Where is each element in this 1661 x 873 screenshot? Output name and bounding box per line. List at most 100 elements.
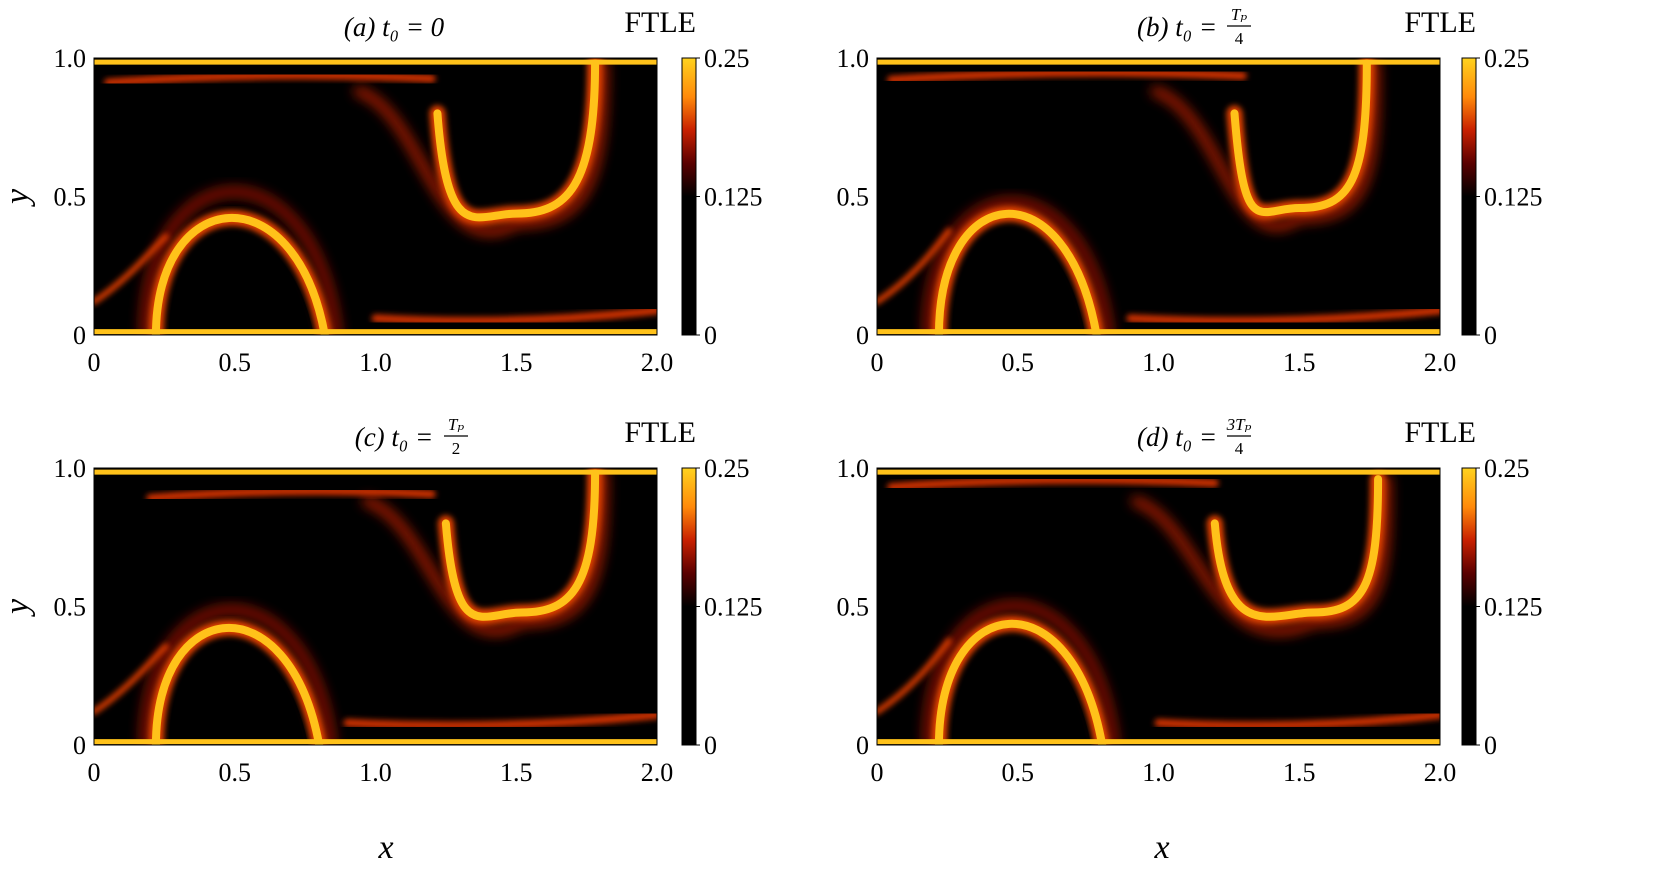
x-tick-label: 0 bbox=[88, 348, 101, 377]
x-tick-label: 1.0 bbox=[1142, 348, 1175, 377]
x-tick-label: 1.0 bbox=[359, 758, 392, 787]
ridge-arch bbox=[934, 209, 1101, 335]
colorbar-tick-label: 0.25 bbox=[704, 454, 750, 483]
y-tick-label: 0.5 bbox=[54, 593, 87, 622]
ridge-arch-tail bbox=[94, 643, 169, 715]
title-fraction-denominator: 4 bbox=[1235, 439, 1244, 458]
x-axis-label-right: x bbox=[1153, 829, 1169, 866]
y-axis-label: y bbox=[0, 188, 36, 207]
panel-b: 0 0.5 1.0 1.5 2.0 0 0.5 1.0 (b) t₀ = Tₚ 4 FTLE 0 0.1… bbox=[837, 5, 1543, 377]
colorbar-tick-label: 0 bbox=[704, 321, 717, 350]
ridge-top-band bbox=[104, 71, 436, 87]
ridge-arch bbox=[151, 214, 329, 335]
ridge-bottom-band bbox=[371, 306, 657, 326]
panel-a: 0 0.5 1.0 1.5 2.0 0 0.5 1.0 y (a) t₀ = 0 FTLE 0 0.12… bbox=[0, 6, 763, 377]
ridge-arch-gap bbox=[951, 641, 1092, 745]
ridge-bowl-halo bbox=[1150, 58, 1380, 231]
colorbar bbox=[681, 467, 697, 746]
colorbar-tick-label: 0.25 bbox=[1484, 44, 1530, 73]
x-tick-label: 2.0 bbox=[641, 348, 674, 377]
x-tick-label: 1.5 bbox=[500, 758, 533, 787]
ftle-field bbox=[94, 58, 657, 335]
colorbar bbox=[1461, 57, 1477, 336]
ridge-arch-gap bbox=[168, 645, 309, 745]
ftle-field bbox=[877, 58, 1440, 335]
y-tick-label: 0 bbox=[856, 731, 869, 760]
x-tick-label: 0 bbox=[871, 758, 884, 787]
x-tick-label: 0.5 bbox=[1002, 348, 1035, 377]
ridge-top-band bbox=[887, 68, 1247, 84]
plot-frame bbox=[93, 467, 658, 746]
plot-frame bbox=[93, 57, 658, 336]
title-fraction-numerator: Tₚ bbox=[1231, 5, 1247, 24]
ridge-bottom-band bbox=[1154, 710, 1440, 730]
y-tick-label: 0.5 bbox=[837, 183, 870, 212]
panel-title: (c) t₀ = bbox=[355, 422, 434, 452]
title-fraction-numerator: Tₚ bbox=[448, 415, 464, 434]
ridge-bowl-halo bbox=[362, 468, 609, 636]
colorbar-title: FTLE bbox=[624, 416, 696, 449]
colorbar-tick-label: 0 bbox=[704, 731, 717, 760]
ridge-bowl-halo bbox=[1130, 474, 1392, 636]
ridge-bowl bbox=[441, 469, 600, 621]
panel-d: 0 0.5 1.0 1.5 2.0 0 0.5 1.0 (d) t₀ = 3Tₚ 4 FTLE 0 0.… bbox=[837, 415, 1543, 787]
ridge-arch-halo bbox=[922, 600, 1120, 745]
x-tick-label: 1.0 bbox=[359, 348, 392, 377]
ridge-arch-gap bbox=[168, 235, 314, 335]
panel-title: (a) t₀ = 0 bbox=[344, 12, 445, 42]
plot-frame bbox=[876, 57, 1441, 336]
colorbar-tick-label: 0.25 bbox=[1484, 454, 1530, 483]
y-tick-label: 1.0 bbox=[837, 44, 870, 73]
colorbar-title: FTLE bbox=[624, 6, 696, 39]
ridge-bowl-halo bbox=[353, 58, 609, 237]
panel-c: 0 0.5 1.0 1.5 2.0 0 0.5 1.0 y (c) t₀ = Tₚ 2 FTLE 0 0.… bbox=[0, 415, 763, 787]
y-axis-label: y bbox=[0, 598, 36, 617]
colorbar-tick-label: 0.125 bbox=[704, 183, 763, 212]
ridge-arch-halo bbox=[922, 197, 1114, 335]
colorbar-tick-label: 0.25 bbox=[704, 44, 750, 73]
title-fraction-numerator: 3Tₚ bbox=[1226, 415, 1252, 434]
ridge-bowl bbox=[433, 59, 600, 222]
x-tick-label: 2.0 bbox=[1424, 348, 1457, 377]
x-tick-label: 0 bbox=[871, 348, 884, 377]
ftle-field bbox=[877, 469, 1440, 745]
ridge-arch-gap bbox=[951, 231, 1086, 335]
x-tick-label: 0.5 bbox=[1002, 758, 1035, 787]
panel-title: (d) t₀ = bbox=[1137, 422, 1217, 452]
title-fraction-denominator: 4 bbox=[1235, 29, 1244, 48]
ridge-bottom-band bbox=[1126, 306, 1440, 326]
panel-title: (b) t₀ = bbox=[1137, 12, 1217, 42]
colorbar-tick-label: 0 bbox=[1484, 731, 1497, 760]
ridge-arch-tail bbox=[877, 227, 952, 305]
ridge-arch-tail bbox=[877, 637, 952, 715]
x-tick-label: 2.0 bbox=[1424, 758, 1457, 787]
colorbar-title: FTLE bbox=[1404, 6, 1476, 39]
y-tick-label: 0.5 bbox=[54, 183, 87, 212]
x-axis-label: x bbox=[377, 829, 393, 866]
y-tick-label: 1.0 bbox=[54, 44, 87, 73]
ridge-bottom-band bbox=[343, 710, 657, 730]
colorbar-tick-label: 0.125 bbox=[704, 593, 763, 622]
ridge-arch-halo bbox=[139, 186, 342, 335]
colorbar-tick-label: 0.125 bbox=[1484, 183, 1543, 212]
y-tick-label: 0 bbox=[73, 321, 86, 350]
x-tick-label: 1.5 bbox=[1283, 348, 1316, 377]
y-tick-label: 0.5 bbox=[837, 593, 870, 622]
x-tick-label: 0 bbox=[88, 758, 101, 787]
ridge-arch-halo bbox=[139, 605, 337, 745]
ridge-top-band bbox=[887, 475, 1219, 492]
ridge-arch-tail bbox=[94, 233, 169, 305]
ridge-arch bbox=[151, 624, 324, 745]
y-tick-label: 0 bbox=[73, 731, 86, 760]
x-tick-label: 1.5 bbox=[500, 348, 533, 377]
ridge-top-band bbox=[146, 486, 436, 503]
x-tick-label: 2.0 bbox=[641, 758, 674, 787]
ridge-bowl bbox=[1210, 475, 1383, 621]
y-tick-label: 0 bbox=[856, 321, 869, 350]
x-tick-label: 1.5 bbox=[1283, 758, 1316, 787]
x-tick-label: 1.0 bbox=[1142, 758, 1175, 787]
colorbar-tick-label: 0 bbox=[1484, 321, 1497, 350]
colorbar bbox=[1461, 467, 1477, 746]
ridge-arch bbox=[934, 619, 1107, 745]
